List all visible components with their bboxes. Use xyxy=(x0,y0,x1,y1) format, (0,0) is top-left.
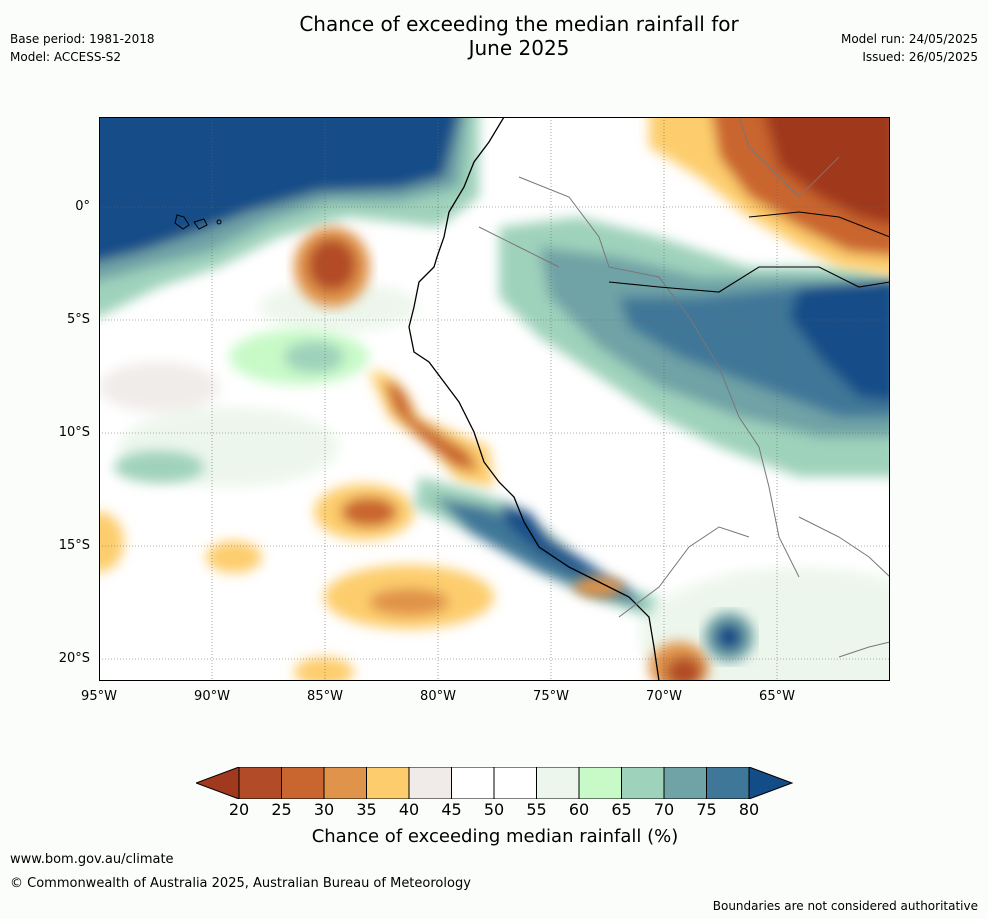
colorbar-segment xyxy=(621,767,665,799)
issued-date: Issued: 26/05/2025 xyxy=(862,50,978,64)
colorbar-segment xyxy=(536,767,580,799)
colorbar-segment xyxy=(493,767,537,799)
green-patch xyxy=(114,451,204,483)
lon-label: 95°W xyxy=(81,689,117,704)
model-name: Model: ACCESS-S2 xyxy=(10,50,122,64)
colorbar-segment xyxy=(366,767,410,799)
map-frame xyxy=(99,117,890,681)
light-beige-area xyxy=(99,362,219,412)
dry-spot-core xyxy=(369,588,449,616)
dry-spot xyxy=(574,577,624,597)
colorbar-tick-label: 40 xyxy=(398,800,420,819)
rainfall-map xyxy=(99,117,890,681)
lat-label: 0° xyxy=(75,199,90,214)
lon-label: 90°W xyxy=(194,689,230,704)
colorbar-segment xyxy=(408,767,452,799)
meta-left: Base period: 1981-2018 Model: ACCESS-S2 xyxy=(10,30,155,66)
colorbar-tick-label: 20 xyxy=(228,800,250,819)
green-band-core xyxy=(284,341,344,373)
colorbar-arrow-low xyxy=(196,767,240,799)
footer-copyright: © Commonwealth of Australia 2025, Austra… xyxy=(10,876,471,891)
lat-label: 10°S xyxy=(58,425,90,440)
dry-spot xyxy=(99,512,124,572)
colorbar-tick-label: 80 xyxy=(738,800,760,819)
colorbar-tick-label: 55 xyxy=(526,800,547,819)
colorbar xyxy=(196,767,794,799)
colorbar-arrow-high xyxy=(748,767,794,799)
lat-label: 15°S xyxy=(58,538,90,553)
colorbar-segment xyxy=(706,767,750,799)
map-title: Chance of exceeding the median rainfall … xyxy=(244,12,794,60)
light-green-area xyxy=(259,282,419,332)
colorbar-segment xyxy=(281,767,325,799)
colorbar-segment xyxy=(578,767,622,799)
title-line-1: Chance of exceeding the median rainfall … xyxy=(299,12,739,36)
dry-spot-core xyxy=(666,657,702,681)
colorbar-tick-label: 45 xyxy=(441,800,462,819)
dry-region-northeast-max xyxy=(764,117,890,225)
wet-region-northwest-max xyxy=(99,117,459,262)
dry-streak-core xyxy=(384,381,479,472)
colorbar-tick-label: 30 xyxy=(313,800,335,819)
lon-label: 75°W xyxy=(533,689,569,704)
base-period: Base period: 1981-2018 xyxy=(10,32,155,46)
colorbar-segment xyxy=(238,767,282,799)
amazon-wet-region-peak xyxy=(789,277,890,401)
lat-label: 5°S xyxy=(66,312,90,327)
dry-spot xyxy=(206,541,262,573)
grid-lines xyxy=(99,117,890,681)
colorbar-tick-label: 70 xyxy=(653,800,675,819)
colorbar-tick-label: 25 xyxy=(271,800,292,819)
lon-label: 65°W xyxy=(759,689,795,704)
colorbar-tick-label: 50 xyxy=(483,800,505,819)
colorbar-tick-label: 75 xyxy=(696,800,717,819)
colorbar-title: Chance of exceeding median rainfall (%) xyxy=(311,826,679,847)
wet-spot-core xyxy=(715,623,743,651)
model-run: Model run: 24/05/2025 xyxy=(840,32,978,46)
river xyxy=(748,211,890,238)
lon-label: 85°W xyxy=(307,689,343,704)
dry-spot xyxy=(294,657,354,681)
colorbar-segment xyxy=(663,767,707,799)
footer-disclaimer: Boundaries are not considered authoritat… xyxy=(712,899,978,913)
title-line-2: June 2025 xyxy=(468,36,570,60)
lat-label: 20°S xyxy=(58,651,90,666)
lon-label: 80°W xyxy=(420,689,456,704)
colorbar-tick-label: 60 xyxy=(568,800,590,819)
galapagos-islands xyxy=(174,214,222,230)
colorbar-segment xyxy=(451,767,495,799)
colorbar-tick-label: 65 xyxy=(611,800,632,819)
coastal-wet-band-max xyxy=(499,502,609,577)
colorbar-segment xyxy=(323,767,367,799)
meta-right: Model run: 24/05/2025 Issued: 26/05/2025 xyxy=(841,30,978,66)
coastline xyxy=(408,117,660,681)
dry-spot-core xyxy=(341,497,397,527)
footer-url: www.bom.gov.au/climate xyxy=(10,852,174,867)
lon-label: 70°W xyxy=(646,689,682,704)
dry-spot-core xyxy=(308,239,356,291)
colorbar-tick-label: 35 xyxy=(356,800,377,819)
amazon-river xyxy=(608,266,890,293)
country-borders xyxy=(478,117,890,658)
